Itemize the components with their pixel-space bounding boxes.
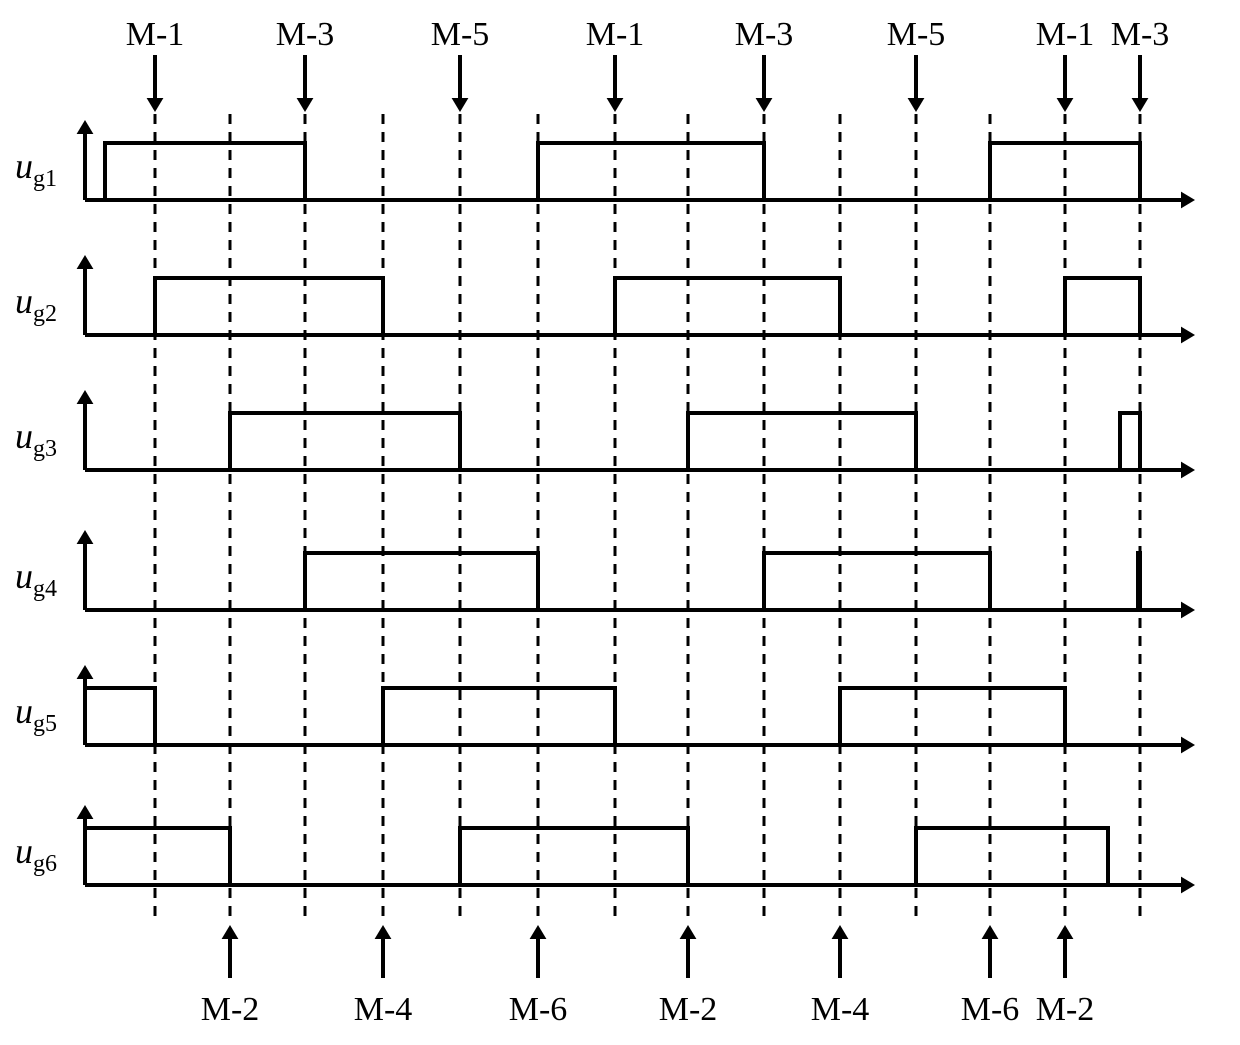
mode-label-bottom: M-6 <box>961 991 1020 1028</box>
mode-label-bottom: M-4 <box>354 991 413 1028</box>
mode-label-bottom: M-2 <box>201 991 260 1028</box>
mode-label-top: M-3 <box>1111 16 1170 53</box>
timing-diagram: M-1 M-3 M-5 M-1 M-3 M-5 M-1 M-3 M-2 M-4 M-6 M-2 M-4 M… <box>0 0 1240 1045</box>
mode-label-top: M-1 <box>126 16 185 53</box>
mode-label-top: M-5 <box>431 16 490 53</box>
mode-label-bottom: M-2 <box>659 991 718 1028</box>
mode-label-bottom: M-4 <box>811 991 870 1028</box>
mode-label-top: M-5 <box>887 16 946 53</box>
bg <box>0 0 1240 1045</box>
mode-label-top: M-3 <box>735 16 794 53</box>
mode-label-top: M-1 <box>1036 16 1095 53</box>
mode-label-bottom: M-6 <box>509 991 568 1028</box>
mode-label-top: M-3 <box>276 16 335 53</box>
mode-label-bottom: M-2 <box>1036 991 1095 1028</box>
mode-label-top: M-1 <box>586 16 645 53</box>
